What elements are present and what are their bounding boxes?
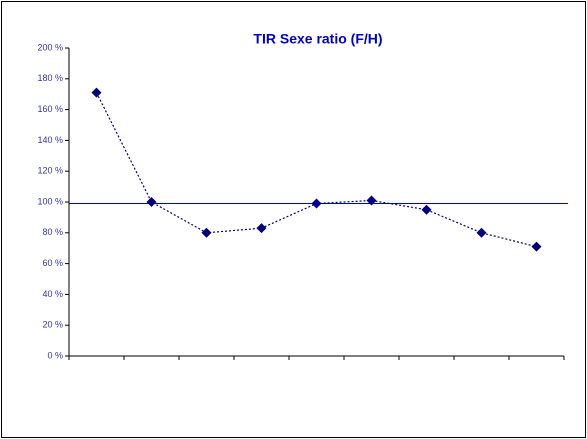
marker <box>256 223 267 234</box>
y-tick-label: 0 % <box>47 350 63 360</box>
y-tick-label: 140 % <box>37 135 63 145</box>
marker <box>421 204 432 215</box>
y-tick-label: 60 % <box>42 258 63 268</box>
marker <box>311 198 322 209</box>
chart-title: TIR Sexe ratio (F/H) <box>253 31 382 47</box>
y-tick-label: 100 % <box>37 196 63 206</box>
y-tick-label: 40 % <box>42 289 63 299</box>
y-tick-label: 120 % <box>37 166 63 176</box>
marker <box>146 197 157 207</box>
y-tick-label: 160 % <box>37 104 63 114</box>
y-tick-label: 200 % <box>37 42 63 52</box>
y-tick-label: 180 % <box>37 73 63 83</box>
y-tick-label: 20 % <box>42 320 63 330</box>
marker <box>531 241 542 252</box>
marker <box>201 227 212 238</box>
marker <box>91 87 102 98</box>
marker <box>476 227 487 238</box>
y-tick-label: 80 % <box>42 227 63 237</box>
marker <box>366 195 377 206</box>
